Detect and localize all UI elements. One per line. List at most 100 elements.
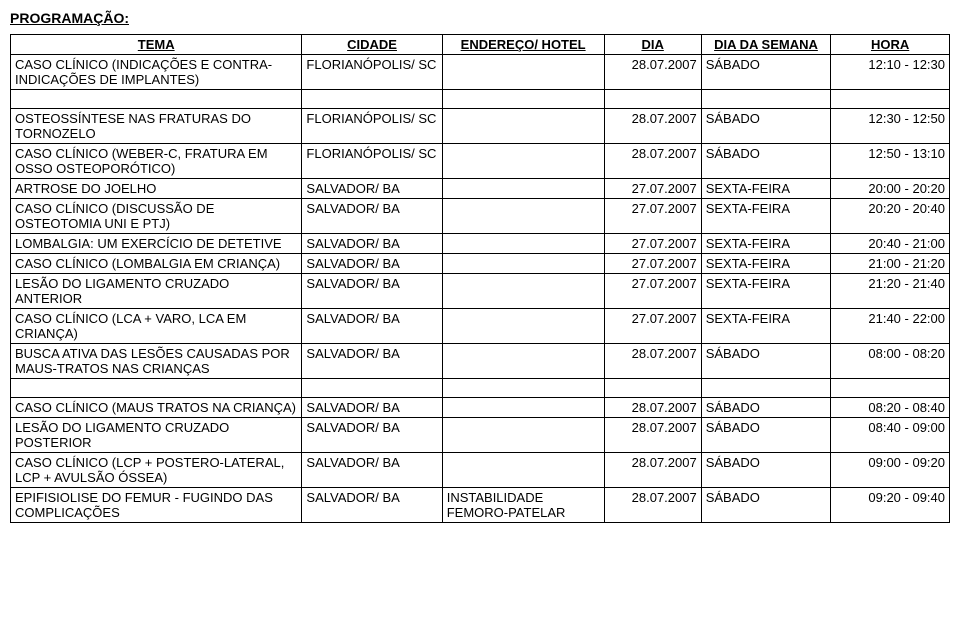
cell-hora: 12:30 - 12:50: [831, 109, 950, 144]
cell-end: [442, 418, 604, 453]
cell-hora: 12:10 - 12:30: [831, 55, 950, 90]
table-header-row: TEMA CIDADE ENDEREÇO/ HOTEL DIA DIA DA S…: [11, 35, 950, 55]
cell-dia: 28.07.2007: [604, 109, 701, 144]
header-endereco: ENDEREÇO/ HOTEL: [442, 35, 604, 55]
cell-tema: ARTROSE DO JOELHO: [11, 179, 302, 199]
cell-hora: 08:20 - 08:40: [831, 398, 950, 418]
cell-hora: 09:00 - 09:20: [831, 453, 950, 488]
cell-dia: 28.07.2007: [604, 398, 701, 418]
spacer-cell: [831, 379, 950, 398]
spacer-cell: [442, 379, 604, 398]
section-title: PROGRAMAÇÃO:: [10, 10, 950, 26]
header-dia: DIA: [604, 35, 701, 55]
cell-cidade: SALVADOR/ BA: [302, 488, 442, 523]
cell-end: [442, 109, 604, 144]
cell-cidade: FLORIANÓPOLIS/ SC: [302, 144, 442, 179]
cell-end: [442, 309, 604, 344]
cell-tema: LESÃO DO LIGAMENTO CRUZADO POSTERIOR: [11, 418, 302, 453]
cell-cidade: FLORIANÓPOLIS/ SC: [302, 109, 442, 144]
cell-hora: 09:20 - 09:40: [831, 488, 950, 523]
spacer-row: [11, 379, 950, 398]
cell-end: [442, 55, 604, 90]
cell-hora: 20:20 - 20:40: [831, 199, 950, 234]
cell-diasem: SÁBADO: [701, 418, 831, 453]
cell-tema: CASO CLÍNICO (LCA + VARO, LCA EM CRIANÇA…: [11, 309, 302, 344]
spacer-cell: [442, 90, 604, 109]
cell-end: [442, 179, 604, 199]
table-row: ARTROSE DO JOELHOSALVADOR/ BA 27.07.2007S…: [11, 179, 950, 199]
cell-dia: 28.07.2007: [604, 144, 701, 179]
cell-cidade: SALVADOR/ BA: [302, 309, 442, 344]
cell-cidade: FLORIANÓPOLIS/ SC: [302, 55, 442, 90]
cell-tema: CASO CLÍNICO (INDICAÇÕES E CONTRA-INDICA…: [11, 55, 302, 90]
table-row: CASO CLÍNICO (LCP + POSTERO-LATERAL, LCP…: [11, 453, 950, 488]
cell-cidade: SALVADOR/ BA: [302, 199, 442, 234]
header-hora: HORA: [831, 35, 950, 55]
cell-dia: 28.07.2007: [604, 344, 701, 379]
cell-end: [442, 254, 604, 274]
cell-end: [442, 234, 604, 254]
table-row: CASO CLÍNICO (LOMBALGIA EM CRIANÇA)SALVA…: [11, 254, 950, 274]
spacer-cell: [831, 90, 950, 109]
table-row: LOMBALGIA: UM EXERCÍCIO DE DETETIVESALVA…: [11, 234, 950, 254]
cell-dia: 28.07.2007: [604, 55, 701, 90]
cell-diasem: SEXTA-FEIRA: [701, 274, 831, 309]
table-row: CASO CLÍNICO (WEBER-C, FRATURA EM OSSO O…: [11, 144, 950, 179]
cell-dia: 27.07.2007: [604, 234, 701, 254]
cell-cidade: SALVADOR/ BA: [302, 344, 442, 379]
spacer-cell: [302, 90, 442, 109]
cell-cidade: SALVADOR/ BA: [302, 179, 442, 199]
cell-dia: 27.07.2007: [604, 274, 701, 309]
cell-diasem: SEXTA-FEIRA: [701, 179, 831, 199]
cell-tema: CASO CLÍNICO (DISCUSSÃO DE OSTEOTOMIA UN…: [11, 199, 302, 234]
spacer-cell: [604, 90, 701, 109]
table-row: CASO CLÍNICO (MAUS TRATOS NA CRIANÇA)SAL…: [11, 398, 950, 418]
cell-cidade: SALVADOR/ BA: [302, 274, 442, 309]
spacer-cell: [701, 90, 831, 109]
header-tema: TEMA: [11, 35, 302, 55]
cell-tema: CASO CLÍNICO (WEBER-C, FRATURA EM OSSO O…: [11, 144, 302, 179]
cell-tema: CASO CLÍNICO (LOMBALGIA EM CRIANÇA): [11, 254, 302, 274]
cell-end: [442, 398, 604, 418]
cell-hora: 20:40 - 21:00: [831, 234, 950, 254]
cell-tema: CASO CLÍNICO (MAUS TRATOS NA CRIANÇA): [11, 398, 302, 418]
table-row: CASO CLÍNICO (LCA + VARO, LCA EM CRIANÇA…: [11, 309, 950, 344]
cell-hora: 08:40 - 09:00: [831, 418, 950, 453]
cell-diasem: SÁBADO: [701, 453, 831, 488]
cell-end: [442, 144, 604, 179]
cell-diasem: SEXTA-FEIRA: [701, 199, 831, 234]
table-row: LESÃO DO LIGAMENTO CRUZADO ANTERIORSALVA…: [11, 274, 950, 309]
cell-diasem: SÁBADO: [701, 109, 831, 144]
cell-tema: LESÃO DO LIGAMENTO CRUZADO ANTERIOR: [11, 274, 302, 309]
cell-end: [442, 199, 604, 234]
cell-hora: 21:20 - 21:40: [831, 274, 950, 309]
table-row: LESÃO DO LIGAMENTO CRUZADO POSTERIORSALV…: [11, 418, 950, 453]
cell-dia: 27.07.2007: [604, 254, 701, 274]
cell-diasem: SÁBADO: [701, 488, 831, 523]
cell-tema: CASO CLÍNICO (LCP + POSTERO-LATERAL, LCP…: [11, 453, 302, 488]
cell-dia: 27.07.2007: [604, 309, 701, 344]
cell-cidade: SALVADOR/ BA: [302, 398, 442, 418]
cell-diasem: SÁBADO: [701, 144, 831, 179]
cell-tema: BUSCA ATIVA DAS LESÕES CAUSADAS POR MAUS…: [11, 344, 302, 379]
cell-dia: 27.07.2007: [604, 179, 701, 199]
cell-end: INSTABILIDADE FEMORO-PATELAR: [442, 488, 604, 523]
table-row: OSTEOSSÍNTESE NAS FRATURAS DO TORNOZELOF…: [11, 109, 950, 144]
cell-hora: 12:50 - 13:10: [831, 144, 950, 179]
table-row: CASO CLÍNICO (DISCUSSÃO DE OSTEOTOMIA UN…: [11, 199, 950, 234]
spacer-row: [11, 90, 950, 109]
cell-cidade: SALVADOR/ BA: [302, 418, 442, 453]
cell-diasem: SEXTA-FEIRA: [701, 309, 831, 344]
cell-hora: 20:00 - 20:20: [831, 179, 950, 199]
cell-hora: 08:00 - 08:20: [831, 344, 950, 379]
cell-diasem: SÁBADO: [701, 398, 831, 418]
cell-tema: LOMBALGIA: UM EXERCÍCIO DE DETETIVE: [11, 234, 302, 254]
table-row: BUSCA ATIVA DAS LESÕES CAUSADAS POR MAUS…: [11, 344, 950, 379]
cell-dia: 27.07.2007: [604, 199, 701, 234]
cell-cidade: SALVADOR/ BA: [302, 453, 442, 488]
cell-diasem: SÁBADO: [701, 55, 831, 90]
cell-end: [442, 274, 604, 309]
cell-hora: 21:00 - 21:20: [831, 254, 950, 274]
cell-diasem: SEXTA-FEIRA: [701, 234, 831, 254]
header-cidade: CIDADE: [302, 35, 442, 55]
